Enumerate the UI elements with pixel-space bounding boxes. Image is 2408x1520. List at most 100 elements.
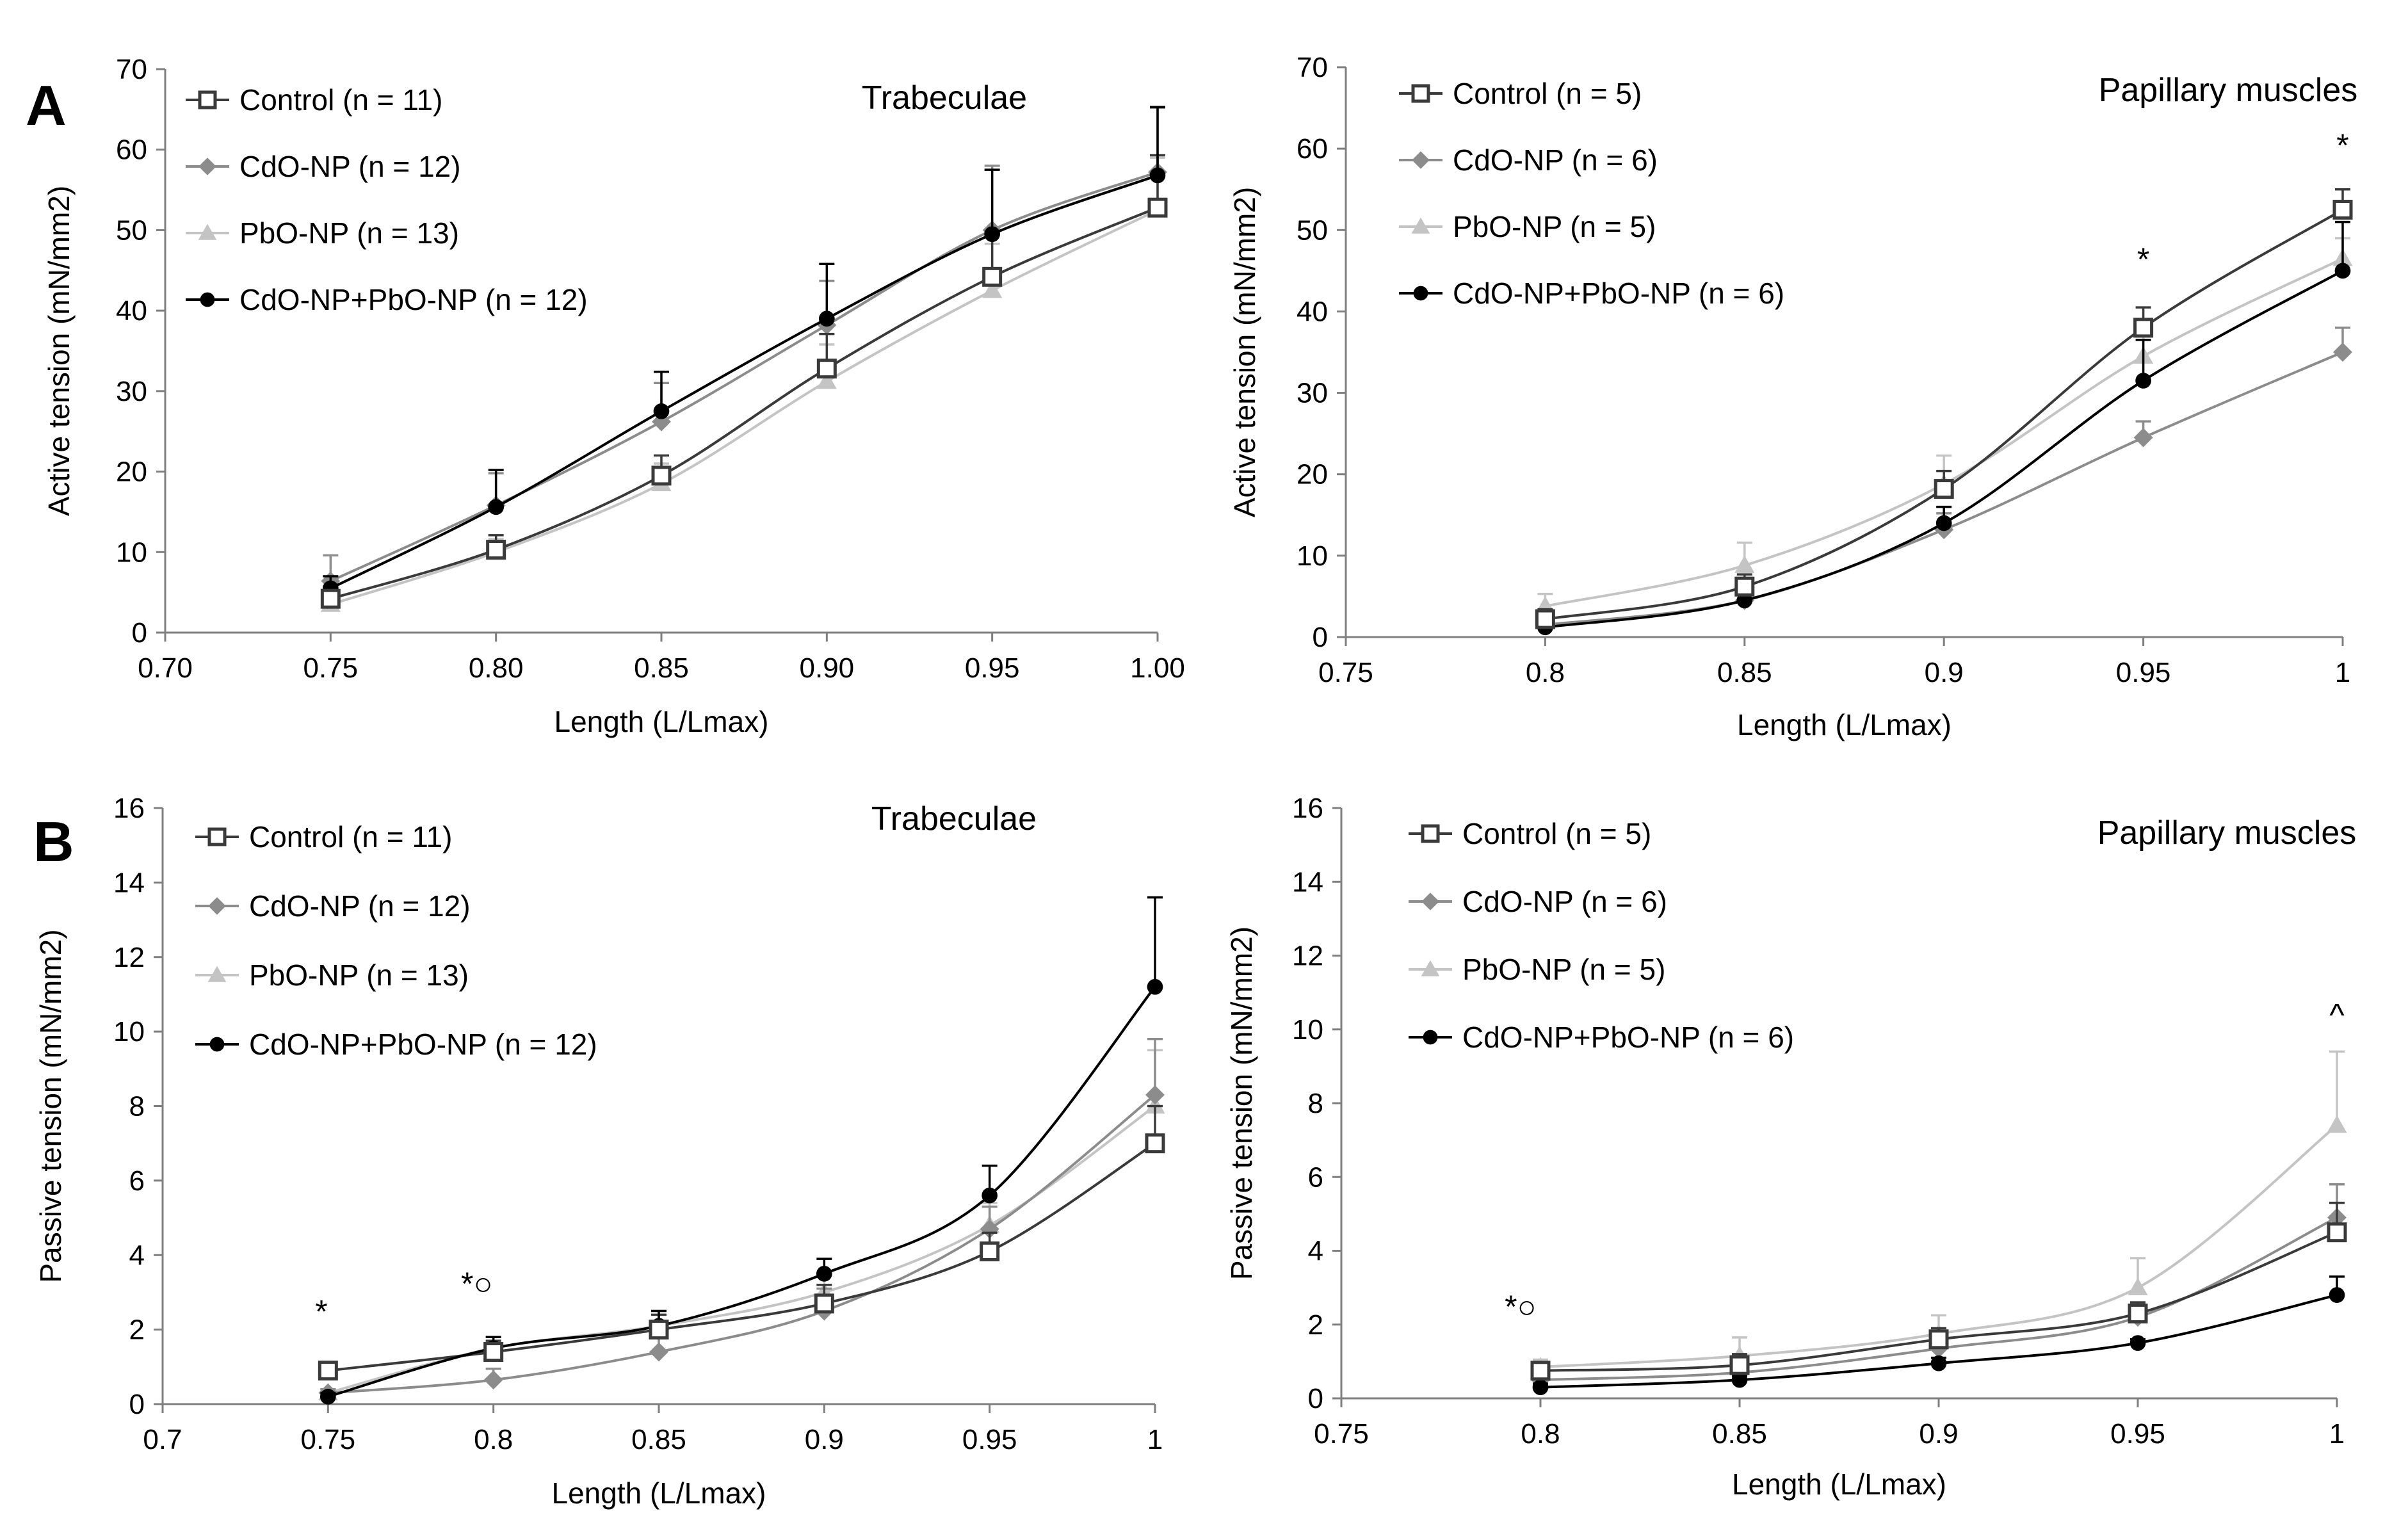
x-tick-label: 0.75 (301, 1424, 356, 1455)
series-line (330, 209, 1158, 606)
legend-marker (1421, 960, 1440, 976)
data-point (2333, 343, 2352, 362)
panel-label-b: B (33, 810, 74, 873)
legend-entry: CdO-NP (n = 6) (1409, 885, 1667, 918)
x-tick-label: 0.9 (805, 1424, 844, 1455)
data-point (2329, 1287, 2345, 1303)
legend-marker (198, 90, 217, 109)
y-tick-label: 0 (1313, 622, 1328, 653)
series-3 (1532, 1275, 2345, 1396)
significance-annotation: * (2336, 127, 2348, 163)
legend-label: CdO-NP (n = 12) (239, 150, 461, 183)
chart-title: Trabeculae (862, 79, 1027, 117)
legend-marker (1421, 824, 1440, 843)
data-point (319, 1389, 336, 1405)
y-tick-label: 20 (116, 457, 147, 488)
y-tick-label: 0 (1308, 1383, 1323, 1414)
significance-annotation: *○ (461, 1266, 493, 1302)
legend-entry: CdO-NP+PbO-NP (n = 12) (186, 283, 588, 316)
legend-label: CdO-NP+PbO-NP (n = 12) (239, 283, 588, 316)
legend-entry: Control (n = 11) (186, 83, 442, 117)
x-tick-label: 1 (2335, 657, 2350, 688)
data-point (483, 1342, 504, 1362)
data-point (1532, 1379, 1549, 1396)
y-tick-label: 8 (129, 1091, 145, 1122)
legend-marker (200, 292, 215, 307)
x-tick-label: 0.9 (1925, 657, 1964, 688)
data-point (2128, 1303, 2148, 1323)
y-axis-label: Active tension (mN/mm2) (1228, 187, 1261, 517)
legend-entry: CdO-NP (n = 12) (186, 150, 461, 183)
data-point (1147, 197, 1168, 218)
data-point (1145, 1096, 1165, 1114)
data-point (2332, 200, 2353, 220)
y-tick-label: 30 (116, 376, 147, 407)
legend-entry: CdO-NP+PbO-NP (n = 12) (195, 1028, 597, 1061)
series-0-markers (1530, 1222, 2347, 1381)
data-point (982, 1187, 998, 1204)
legend-entry: Control (n = 5) (1399, 77, 1642, 110)
series-line (330, 174, 1158, 590)
data-point (653, 403, 670, 419)
data-point (1535, 609, 1555, 629)
data-point (320, 588, 341, 609)
y-tick-label: 10 (1297, 540, 1328, 572)
data-point (2135, 373, 2151, 389)
y-tick-label: 2 (129, 1314, 145, 1346)
data-point (1930, 1355, 1947, 1371)
data-point (2327, 1222, 2347, 1243)
x-tick-label: 0.8 (1526, 657, 1565, 688)
series-line (327, 986, 1156, 1398)
data-point (488, 499, 505, 515)
legend-label: CdO-NP (n = 6) (1462, 885, 1667, 918)
data-point (818, 311, 835, 327)
data-point (816, 371, 837, 389)
legend-label: PbO-NP (n = 5) (1462, 953, 1665, 986)
x-tick-label: 0.95 (965, 652, 1020, 684)
y-tick-label: 0 (132, 617, 147, 649)
chart-title: Trabeculae (871, 800, 1037, 837)
x-tick-label: 0.95 (962, 1424, 1017, 1455)
chart-a-trabeculae: 0 10 20 30 40 50 60 70 0.70 0.75 0.80 0.85 0.90 0.95 1… (42, 54, 1185, 738)
y-tick-label: 14 (1292, 866, 1323, 898)
y-tick-label: 40 (1297, 296, 1328, 327)
legend-label: PbO-NP (n = 13) (239, 216, 459, 250)
x-tick-label: 0.9 (1919, 1418, 1958, 1450)
y-tick-label: 6 (1308, 1161, 1323, 1193)
legend-label: Control (n = 11) (239, 83, 442, 117)
y-axis-label: Passive tension (mN/mm2) (1225, 926, 1258, 1280)
x-tick-label: 0.85 (631, 1424, 686, 1455)
data-point (1934, 479, 1954, 499)
significance-annotation: *○ (1505, 1289, 1537, 1325)
data-point (980, 1241, 1000, 1261)
legend-label: PbO-NP (n = 5) (1453, 210, 1656, 243)
x-axis-label: Length (L/Lmax) (1732, 1467, 1946, 1501)
series-0-markers (318, 1133, 1165, 1381)
x-tick-label: 0.7 (143, 1424, 182, 1455)
x-axis-label: Length (L/Lmax) (554, 705, 769, 738)
data-point (1530, 1361, 1551, 1381)
data-point (2133, 428, 2153, 448)
x-tick-label: 0.70 (138, 652, 193, 684)
significance-annotation: * (315, 1294, 327, 1330)
legend-label: CdO-NP (n = 12) (249, 889, 471, 923)
legend-label: Control (n = 11) (249, 820, 452, 853)
data-point (649, 1320, 669, 1340)
series-0-markers (320, 197, 1168, 609)
y-axis-label: Passive tension (mN/mm2) (34, 929, 67, 1282)
data-point (318, 1361, 338, 1381)
y-tick-label: 0 (129, 1389, 145, 1420)
x-tick-label: 0.90 (800, 652, 855, 684)
y-tick-label: 70 (116, 54, 147, 85)
y-tick-label: 50 (116, 214, 147, 246)
legend-entry: Control (n = 11) (195, 820, 452, 853)
x-axis-label: Length (L/Lmax) (552, 1476, 766, 1510)
data-point (1734, 555, 1755, 573)
data-point (816, 1265, 832, 1282)
legend-entry: PbO-NP (n = 13) (195, 958, 469, 992)
x-tick-label: 0.75 (1314, 1418, 1369, 1450)
y-tick-label: 30 (1297, 378, 1328, 409)
y-tick-label: 10 (116, 537, 147, 568)
legend-marker (209, 1037, 225, 1052)
